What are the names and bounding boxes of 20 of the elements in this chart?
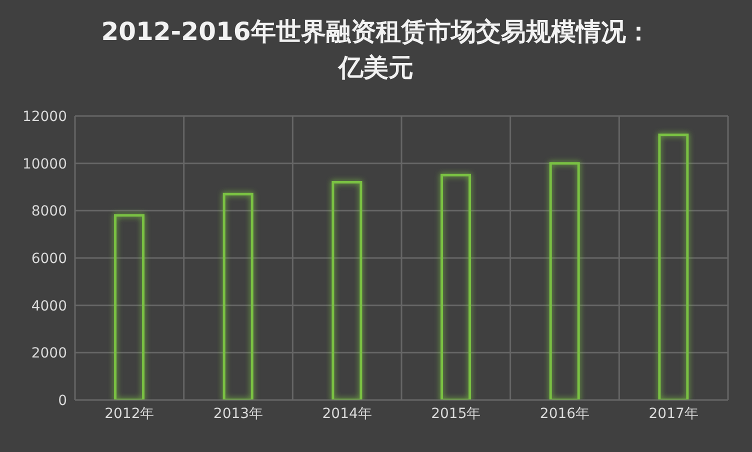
x-tick-label: 2016年 bbox=[540, 406, 590, 422]
chart-title: 2012-2016年世界融资租赁市场交易规模情况：亿美元 bbox=[100, 16, 652, 84]
y-tick-label: 6000 bbox=[31, 250, 67, 267]
x-tick-label: 2015年 bbox=[431, 406, 481, 422]
bar bbox=[222, 192, 254, 400]
y-tick-label: 0 bbox=[58, 392, 67, 409]
x-tick-label: 2014年 bbox=[322, 406, 372, 422]
y-tick-label: 10000 bbox=[22, 156, 67, 172]
bar bbox=[114, 214, 145, 400]
y-tick-label: 12000 bbox=[22, 108, 67, 125]
y-tick-label: 4000 bbox=[31, 298, 67, 314]
bar bbox=[658, 134, 689, 400]
bar bbox=[440, 174, 472, 400]
y-tick-label: 2000 bbox=[31, 346, 67, 362]
x-tick-label: 2013年 bbox=[213, 406, 264, 422]
x-tick-label: 2012年 bbox=[104, 406, 154, 422]
x-tick-label: 2017年 bbox=[648, 406, 698, 422]
bar bbox=[332, 181, 362, 400]
y-tick-label: 8000 bbox=[31, 204, 67, 220]
bar bbox=[549, 162, 580, 400]
